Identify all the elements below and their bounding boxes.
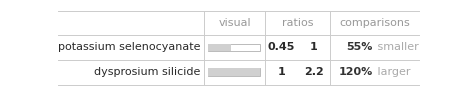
Bar	[208, 44, 231, 51]
Text: comparisons: comparisons	[339, 18, 410, 28]
Text: 1: 1	[310, 42, 318, 52]
Text: potassium selenocyanate: potassium selenocyanate	[58, 42, 200, 52]
Text: ratios: ratios	[282, 18, 313, 28]
Bar	[208, 68, 260, 76]
Text: larger: larger	[374, 67, 411, 77]
Bar	[208, 44, 260, 51]
Text: visual: visual	[219, 18, 251, 28]
Text: smaller: smaller	[374, 42, 419, 52]
Text: 0.45: 0.45	[268, 42, 295, 52]
Text: 120%: 120%	[339, 67, 372, 77]
Text: 2.2: 2.2	[304, 67, 324, 77]
Text: 55%: 55%	[346, 42, 372, 52]
Text: 1: 1	[278, 67, 286, 77]
Text: dysprosium silicide: dysprosium silicide	[94, 67, 200, 77]
Bar	[208, 68, 260, 76]
